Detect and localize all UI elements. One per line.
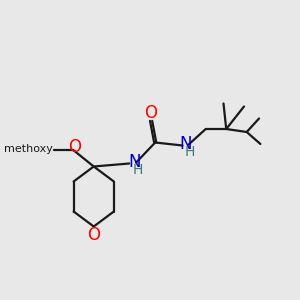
Text: methoxy: methoxy xyxy=(4,143,53,154)
Text: H: H xyxy=(133,163,143,177)
Text: O: O xyxy=(145,103,158,122)
Text: N: N xyxy=(179,135,192,153)
Text: N: N xyxy=(128,153,141,171)
Text: O: O xyxy=(87,226,100,244)
Text: O: O xyxy=(68,138,81,156)
Text: H: H xyxy=(185,145,195,159)
